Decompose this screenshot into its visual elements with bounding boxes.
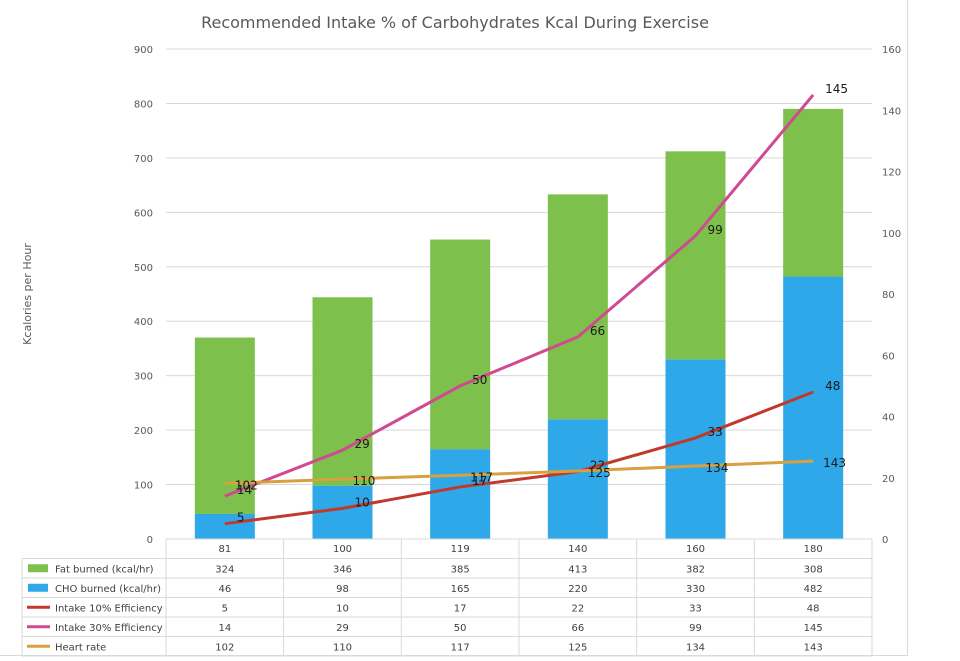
data-label: 33 bbox=[708, 425, 723, 439]
table-row-label: CHO burned (kcal/hr) bbox=[55, 584, 161, 595]
data-label: 143 bbox=[823, 456, 846, 470]
data-label: 102 bbox=[235, 478, 258, 492]
table-cell: 385 bbox=[451, 564, 470, 575]
line-intake-30-efficiency bbox=[224, 93, 815, 498]
y-tick-label: 200 bbox=[134, 426, 153, 437]
table-cell: 482 bbox=[804, 584, 823, 595]
table-cell: 14 bbox=[218, 623, 231, 634]
data-label: 99 bbox=[708, 223, 723, 237]
table-cell: 17 bbox=[454, 603, 467, 614]
table-row-label: Fat burned (kcal/hr) bbox=[55, 564, 154, 575]
table-cell: 143 bbox=[804, 642, 823, 653]
data-label: 134 bbox=[706, 461, 729, 475]
bar-fat bbox=[547, 194, 608, 420]
y2-tick-label: 100 bbox=[882, 229, 901, 240]
bar-fat bbox=[665, 151, 726, 360]
table-cell: 50 bbox=[454, 623, 467, 634]
y2-tick-label: 140 bbox=[882, 106, 901, 117]
data-label: 125 bbox=[588, 466, 611, 480]
table-cell: 308 bbox=[804, 564, 823, 575]
bar-fat bbox=[430, 239, 491, 450]
table-cell: 382 bbox=[686, 564, 705, 575]
bar-cho bbox=[194, 513, 255, 539]
table-cell: 10 bbox=[336, 603, 349, 614]
line-intake-10-efficiency bbox=[224, 390, 814, 526]
data-label: 14 bbox=[237, 483, 252, 497]
line-heart-rate bbox=[224, 459, 814, 485]
table-cell: 98 bbox=[336, 584, 349, 595]
table-row-label: Heart rate bbox=[55, 642, 106, 653]
table-header-cell: 119 bbox=[451, 544, 470, 555]
data-label: 110 bbox=[353, 474, 376, 488]
table-cell: 29 bbox=[336, 623, 349, 634]
y-tick-label: 100 bbox=[134, 481, 153, 492]
y-tick-label: 900 bbox=[134, 45, 153, 56]
legend-key bbox=[28, 564, 48, 573]
table-header-cell: 100 bbox=[333, 544, 352, 555]
table-cell: 330 bbox=[686, 584, 705, 595]
table-header-cell: 81 bbox=[218, 544, 231, 555]
table-cell: 33 bbox=[689, 603, 702, 614]
data-label: 50 bbox=[472, 373, 487, 387]
table-cell: 117 bbox=[451, 642, 470, 653]
y-tick-label: 700 bbox=[134, 154, 153, 165]
table-cell: 48 bbox=[807, 603, 820, 614]
table-cell: 125 bbox=[568, 642, 587, 653]
table-header-cell: 180 bbox=[804, 544, 823, 555]
table-cell: 413 bbox=[568, 564, 587, 575]
y2-tick-label: 120 bbox=[882, 168, 901, 179]
bar-cho bbox=[430, 449, 491, 539]
y-tick-label: 300 bbox=[134, 372, 153, 383]
y-tick-label: 0 bbox=[147, 535, 153, 546]
y-tick-label: 600 bbox=[134, 208, 153, 219]
bar-cho bbox=[783, 276, 844, 539]
bar-cho bbox=[665, 359, 726, 539]
table-cell: 110 bbox=[333, 642, 352, 653]
y2-tick-label: 160 bbox=[882, 45, 901, 56]
table-cell: 145 bbox=[804, 623, 823, 634]
bar-fat bbox=[194, 337, 255, 514]
table-cell: 5 bbox=[222, 603, 228, 614]
table-cell: 22 bbox=[571, 603, 584, 614]
table-cell: 220 bbox=[568, 584, 587, 595]
table-cell: 134 bbox=[686, 642, 705, 653]
y2-tick-label: 60 bbox=[882, 351, 895, 362]
table-header-cell: 160 bbox=[686, 544, 705, 555]
table-row-label: Intake 30% Efficiency bbox=[55, 623, 163, 634]
data-label: 10 bbox=[355, 495, 370, 509]
data-label: 29 bbox=[355, 437, 370, 451]
data-label: 145 bbox=[825, 82, 848, 96]
table-header-cell: 140 bbox=[568, 544, 587, 555]
chart-title: Recommended Intake % of Carbohydrates Kc… bbox=[201, 13, 709, 32]
table-cell: 324 bbox=[215, 564, 234, 575]
data-label: 17 bbox=[472, 474, 487, 488]
y2-tick-label: 40 bbox=[882, 413, 895, 424]
table-cell: 66 bbox=[571, 623, 584, 634]
y2-tick-label: 0 bbox=[882, 535, 888, 546]
y2-tick-label: 20 bbox=[882, 474, 895, 485]
table-cell: 102 bbox=[215, 642, 234, 653]
y-tick-label: 400 bbox=[134, 317, 153, 328]
y-tick-label: 800 bbox=[134, 99, 153, 110]
data-label: 48 bbox=[825, 379, 840, 393]
y2-tick-label: 80 bbox=[882, 290, 895, 301]
data-label: 117 bbox=[470, 470, 493, 484]
y-tick-label: 500 bbox=[134, 263, 153, 274]
table-cell: 346 bbox=[333, 564, 352, 575]
bar-fat bbox=[312, 297, 373, 486]
table-cell: 99 bbox=[689, 623, 702, 634]
data-label: 5 bbox=[237, 511, 245, 525]
table-cell: 165 bbox=[451, 584, 470, 595]
y-axis-label: Kcalories per Hour bbox=[21, 243, 34, 345]
bar-fat bbox=[783, 108, 844, 277]
table-row-label: Intake 10% Efficiency bbox=[55, 603, 163, 614]
bar-cho bbox=[547, 419, 608, 539]
data-label: 66 bbox=[590, 324, 605, 338]
table-cell: 46 bbox=[218, 584, 231, 595]
legend-key bbox=[28, 583, 48, 592]
